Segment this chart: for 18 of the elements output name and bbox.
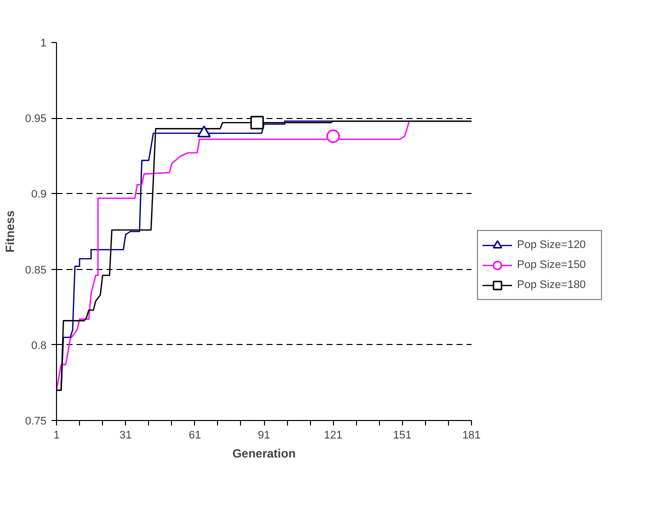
legend-label: Pop Size=150 xyxy=(517,259,587,271)
x-tick-label: 1 xyxy=(53,430,60,442)
x-tick-label: 151 xyxy=(393,430,412,442)
y-tick-label: 0.95 xyxy=(25,113,47,126)
y-tick-label: 0.8 xyxy=(31,340,47,352)
y-tick-label: 1 xyxy=(40,38,47,50)
x-tick-label: 121 xyxy=(324,430,342,442)
x-tick-label: 31 xyxy=(120,430,132,442)
legend-label: Pop Size=180 xyxy=(517,279,587,291)
y-tick-label: 0.9 xyxy=(31,188,47,201)
legend-label: Pop Size=120 xyxy=(517,239,587,251)
x-tick-label: 181 xyxy=(462,430,481,442)
y-axis-title: Fitness xyxy=(3,210,18,253)
x-tick-label: 61 xyxy=(188,430,201,442)
y-tick-label: 0.75 xyxy=(25,416,47,428)
y-tick-label: 0.85 xyxy=(25,264,47,276)
x-axis-title: Generation xyxy=(232,446,296,460)
x-tick-label: 91 xyxy=(258,430,270,442)
